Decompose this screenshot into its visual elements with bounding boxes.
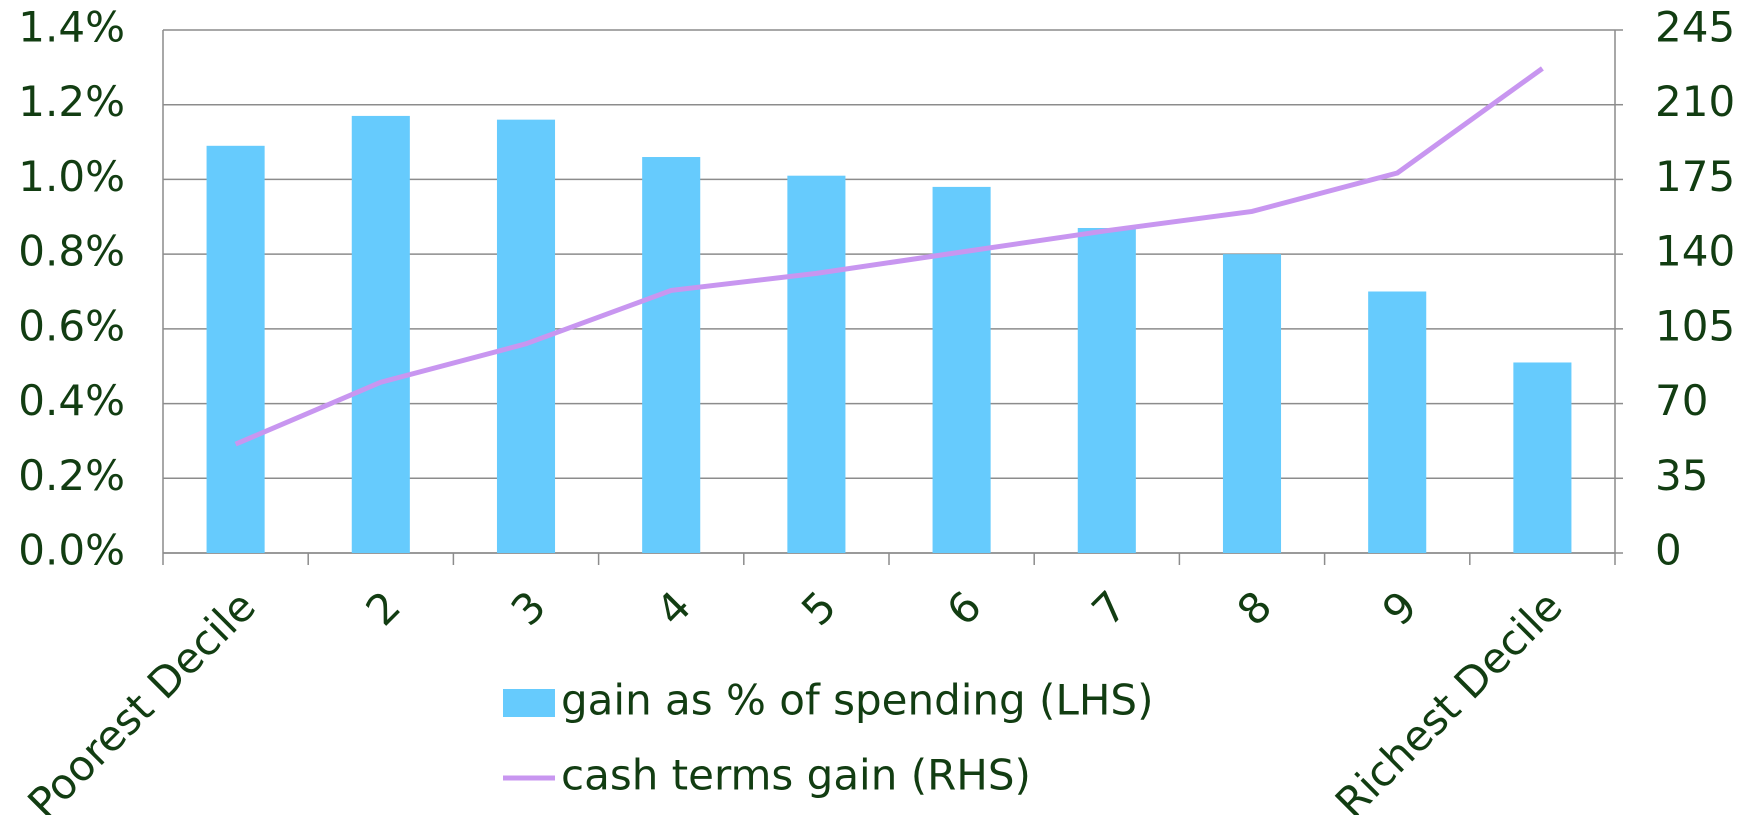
y-tick-label: 0.4% (18, 376, 125, 425)
bar (1513, 362, 1572, 553)
legend-label: cash terms gain (RHS) (561, 751, 1031, 800)
x-tick-label: Poorest Decile (18, 582, 264, 815)
x-tick-label: 7 (1082, 582, 1136, 636)
y2-tick-label: 210 (1655, 77, 1735, 126)
y2-tick-label: 245 (1655, 3, 1735, 52)
x-tick-label: 6 (937, 582, 991, 636)
y2-tick-label: 70 (1655, 376, 1708, 425)
x-tick-label: 5 (792, 582, 846, 636)
bar (351, 115, 410, 554)
y-tick-label: 0.8% (18, 227, 125, 276)
y-tick-label: 1.0% (18, 152, 125, 201)
y2-tick-label: 35 (1655, 451, 1708, 500)
bar (932, 186, 991, 553)
y-tick-label: 0.2% (18, 451, 125, 500)
legend-swatch (503, 689, 555, 717)
x-tick-label: 9 (1373, 582, 1427, 636)
bar (787, 175, 846, 553)
y-tick-label: 1.4% (18, 3, 125, 52)
x-tick-label: 3 (502, 582, 556, 636)
y2-tick-label: 105 (1655, 301, 1735, 350)
bar (1222, 254, 1282, 553)
y2-tick-label: 0 (1655, 526, 1682, 575)
x-tick-label: 4 (647, 582, 701, 636)
bar (1368, 291, 1427, 553)
y2-tick-label: 140 (1655, 227, 1735, 276)
legend-label: gain as % of spending (LHS) (561, 676, 1153, 725)
line (234, 66, 1544, 447)
x-tick-label: Richest Decile (1326, 582, 1572, 815)
y-tick-label: 1.2% (18, 77, 125, 126)
bar (206, 145, 265, 554)
y-tick-label: 0.0% (18, 526, 125, 575)
x-tick-label: 2 (356, 582, 410, 636)
y-tick-label: 0.6% (18, 301, 125, 350)
bar (1077, 227, 1136, 553)
x-tick-label: 8 (1228, 582, 1282, 636)
y2-tick-label: 175 (1655, 152, 1735, 201)
bar (642, 157, 701, 553)
